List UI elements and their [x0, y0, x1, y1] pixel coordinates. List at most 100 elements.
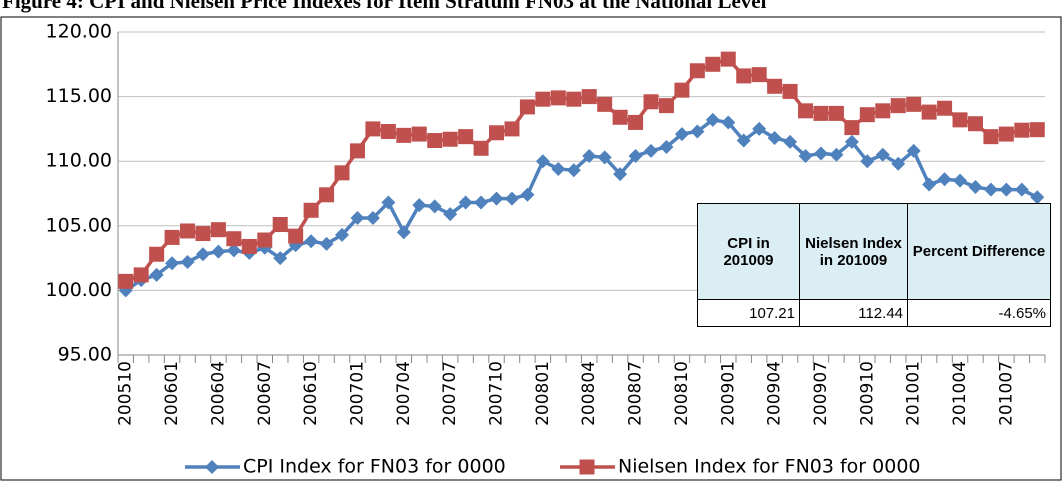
data-point — [597, 150, 612, 165]
data-point — [303, 202, 319, 218]
data-point — [906, 96, 922, 112]
x-tick-label: 200804 — [579, 361, 599, 426]
data-point — [257, 232, 273, 248]
data-point — [906, 143, 921, 158]
x-tick-label: 200610 — [301, 361, 321, 426]
data-point — [473, 140, 489, 156]
data-point — [304, 234, 319, 249]
x-tick-label: 200707 — [440, 361, 460, 426]
legend-label: CPI Index for FN03 for 0000 — [243, 456, 506, 478]
data-point — [720, 51, 736, 67]
data-point — [195, 226, 211, 242]
data-point — [164, 229, 180, 245]
data-point — [783, 134, 798, 149]
data-point — [998, 126, 1014, 142]
x-tick-label: 200704 — [394, 361, 414, 426]
data-point — [782, 83, 798, 99]
data-point — [474, 195, 489, 210]
x-tick-label: 200807 — [626, 361, 646, 426]
data-point — [489, 191, 504, 206]
y-tick-label: 120.00 — [46, 21, 112, 43]
data-point — [535, 91, 551, 107]
data-point — [458, 195, 473, 210]
data-point — [442, 131, 458, 147]
data-point — [365, 211, 380, 226]
data-point — [674, 127, 689, 142]
data-point — [736, 68, 752, 84]
data-point — [644, 143, 659, 158]
data-point — [520, 187, 535, 202]
x-tick-label: 201001 — [904, 361, 924, 426]
data-point — [427, 199, 442, 214]
legend-label: Nielsen Index for FN03 for 0000 — [618, 456, 921, 478]
data-point — [551, 161, 566, 176]
data-point — [829, 147, 844, 162]
x-tick-label: 201007 — [996, 361, 1016, 426]
legend-marker — [579, 459, 595, 475]
data-point — [875, 103, 891, 119]
data-point — [519, 99, 535, 115]
table-cell: -4.65% — [907, 299, 1051, 327]
data-point — [1030, 190, 1045, 205]
data-point — [613, 167, 628, 182]
data-point — [859, 107, 875, 123]
data-point — [937, 172, 952, 187]
data-point — [844, 120, 860, 136]
table-cell: 112.44 — [799, 299, 908, 327]
x-tick-label: 200910 — [857, 361, 877, 426]
data-point — [335, 227, 350, 242]
data-point — [658, 98, 674, 114]
data-point — [1029, 122, 1045, 138]
data-point — [504, 191, 519, 206]
data-point — [458, 129, 474, 145]
table-header: CPI in 201009 Nielsen Index in 201009 Pe… — [697, 203, 1051, 300]
data-point — [813, 146, 828, 161]
data-point — [380, 123, 396, 139]
data-point — [489, 125, 505, 141]
data-point — [798, 149, 813, 164]
data-point — [628, 114, 644, 130]
x-tick-label: 200801 — [533, 361, 553, 426]
x-tick-label: 200604 — [208, 361, 228, 426]
data-point — [566, 163, 581, 178]
data-point — [659, 139, 674, 154]
data-point — [334, 165, 350, 181]
data-point — [983, 129, 999, 145]
data-point — [875, 147, 890, 162]
data-point — [705, 56, 721, 72]
data-point — [118, 273, 134, 289]
data-point — [628, 149, 643, 164]
data-point — [226, 231, 242, 247]
data-point — [967, 116, 983, 132]
y-tick-label: 115.00 — [46, 85, 112, 107]
data-point — [349, 143, 365, 159]
data-point — [226, 243, 241, 258]
data-point — [612, 109, 628, 125]
x-tick-label: 200701 — [347, 361, 367, 426]
y-tick-label: 100.00 — [46, 279, 112, 301]
data-point — [767, 130, 782, 145]
data-point — [736, 133, 751, 148]
data-point — [798, 103, 814, 119]
header-cell: CPI in 201009 — [697, 203, 800, 300]
data-point — [582, 149, 597, 164]
data-point — [241, 238, 257, 254]
data-point — [412, 198, 427, 213]
summary-table: CPI in 201009 Nielsen Index in 201009 Pe… — [697, 203, 1051, 327]
data-point — [828, 105, 844, 121]
data-point — [504, 121, 520, 137]
data-point — [211, 244, 226, 259]
data-point — [643, 94, 659, 110]
data-point — [844, 134, 859, 149]
data-point — [350, 211, 365, 226]
data-point — [674, 82, 690, 98]
x-tick-label: 200601 — [162, 361, 182, 426]
x-tick-label: 200710 — [487, 361, 507, 426]
data-point — [597, 96, 613, 112]
data-point — [550, 90, 566, 106]
data-point — [752, 121, 767, 136]
data-point — [133, 267, 149, 283]
data-point — [210, 222, 226, 238]
data-point — [953, 173, 968, 188]
